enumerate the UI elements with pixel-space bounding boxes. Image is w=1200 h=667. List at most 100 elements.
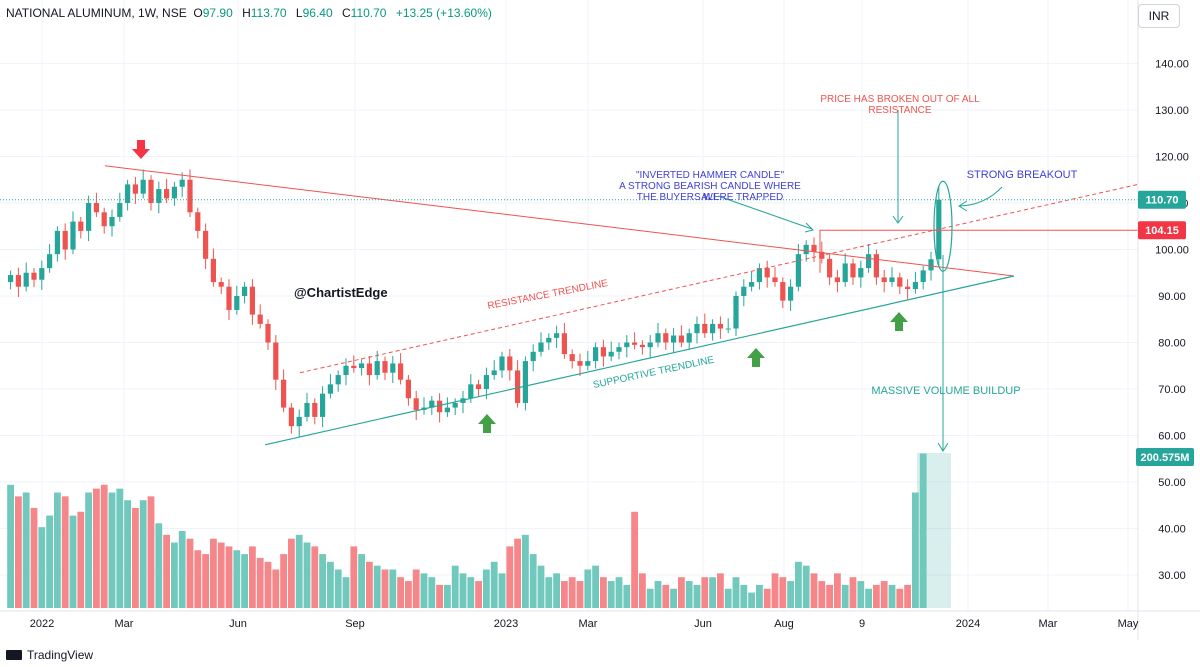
candle-body	[741, 286, 747, 296]
price-tick-label: 140.00	[1155, 59, 1189, 71]
candle-body	[179, 179, 185, 187]
candle-body	[413, 398, 419, 410]
volume-bar	[163, 534, 170, 608]
volume-bar	[592, 565, 599, 608]
candle-body	[327, 384, 333, 394]
candle-body	[374, 361, 380, 376]
candle-body	[483, 375, 489, 389]
time-tick-label: 2024	[956, 618, 980, 630]
candle-body	[671, 335, 677, 343]
candle-body	[725, 328, 731, 330]
candle-body	[117, 203, 123, 217]
volume-bar	[350, 546, 358, 608]
candle-body	[764, 268, 770, 278]
currency-button[interactable]: INR	[1138, 4, 1180, 28]
volume-bars	[7, 453, 951, 608]
volume-bar	[420, 573, 428, 608]
tradingview-brand: TradingView	[27, 648, 94, 662]
volume-bar	[888, 584, 896, 608]
candle-body	[608, 351, 614, 357]
volume-bar	[108, 492, 116, 608]
candle-body	[31, 272, 37, 280]
volume-bar	[818, 581, 826, 608]
tradingview-logo[interactable]: TradingView	[6, 648, 93, 662]
volume-bar	[93, 488, 100, 608]
candle-body	[359, 363, 365, 369]
candle-body	[686, 333, 692, 343]
volume-bar	[763, 588, 771, 608]
volume-bar	[802, 565, 810, 608]
candle-body	[842, 263, 848, 283]
volume-bar	[685, 581, 693, 608]
candle-body	[866, 254, 872, 269]
candle-body	[655, 333, 661, 343]
annotation-hammer-2: A STRONG BEARISH CANDLE WHERE ALL	[619, 181, 801, 203]
candle-body	[281, 379, 287, 408]
volume-bar	[826, 584, 833, 608]
volume-bar	[147, 496, 155, 608]
volume-bar	[490, 561, 498, 608]
close-value: 110.70	[350, 6, 387, 20]
volume-bar	[615, 577, 623, 608]
candles	[8, 169, 942, 437]
candle-body	[632, 342, 638, 345]
candle-body	[561, 333, 567, 355]
candle-body	[616, 347, 622, 352]
volume-bar	[366, 561, 373, 608]
volume-bar	[701, 577, 709, 608]
candle-body	[54, 230, 60, 255]
resistance-price-label: 104.15	[1145, 225, 1179, 237]
support-up-arrow-icon	[747, 348, 765, 367]
candle-body	[546, 337, 552, 343]
volume-bar	[717, 573, 724, 608]
volume-bar	[810, 573, 818, 608]
time-tick-label: Aug	[774, 618, 794, 630]
price-tick-label: 50.00	[1158, 477, 1186, 489]
volume-bar	[54, 492, 61, 608]
candle-body	[140, 179, 146, 194]
candle-body	[273, 342, 279, 380]
volume-bar	[607, 581, 615, 608]
volume-bar	[841, 584, 849, 608]
volume-bar	[194, 550, 202, 608]
support-up-arrow-icon	[890, 312, 908, 331]
time-axis[interactable]: 2022 Mar Jun Sep 2023 Mar Jun Aug 9 2024 Mar May	[0, 610, 1200, 630]
candle-body	[405, 379, 411, 399]
last-price-label-box	[1138, 190, 1186, 209]
candle-body	[702, 323, 708, 334]
price-tick-label: 40.00	[1158, 524, 1186, 536]
volume-bar	[545, 577, 553, 608]
volume-bar	[210, 538, 217, 608]
candle-body	[756, 268, 762, 283]
candle-body	[905, 286, 911, 290]
time-tick-label: Sep	[345, 618, 365, 630]
candle-body	[554, 333, 560, 338]
candle-body	[491, 370, 497, 376]
volume-bar	[857, 581, 865, 608]
candle-body	[171, 186, 177, 199]
volume-bar	[436, 584, 443, 608]
volume-bar	[865, 588, 872, 608]
candle-body	[710, 323, 716, 334]
candle-body	[93, 203, 99, 213]
candle-body	[70, 221, 76, 250]
candle-body	[788, 286, 794, 301]
annotation-price-broken: PRICE HAS BROKEN OUT OF ALL RESISTANCE	[820, 94, 980, 116]
time-tick-label: May	[1118, 618, 1139, 630]
volume-bar	[771, 573, 779, 608]
volume-bar	[233, 550, 241, 608]
volume-bar	[389, 569, 397, 608]
volume-bar	[69, 515, 77, 608]
time-tick-label: Mar	[1039, 618, 1058, 630]
symbol-title[interactable]: NATIONAL ALUMINUM, 1W, NSE	[6, 6, 187, 20]
candle-body	[148, 179, 154, 203]
volume-bar	[662, 584, 670, 608]
candle-body	[678, 335, 684, 343]
volume-bar	[631, 511, 638, 608]
price-axis[interactable]: 140.00130.00120.00110.00100.0090.0080.00…	[1136, 0, 1194, 640]
volume-bar	[171, 542, 178, 608]
candle-body	[593, 347, 599, 362]
candle-body	[288, 407, 294, 427]
candle-body	[889, 277, 895, 283]
